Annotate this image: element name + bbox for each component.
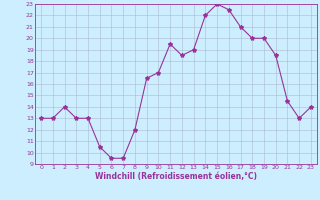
X-axis label: Windchill (Refroidissement éolien,°C): Windchill (Refroidissement éolien,°C) [95, 172, 257, 181]
